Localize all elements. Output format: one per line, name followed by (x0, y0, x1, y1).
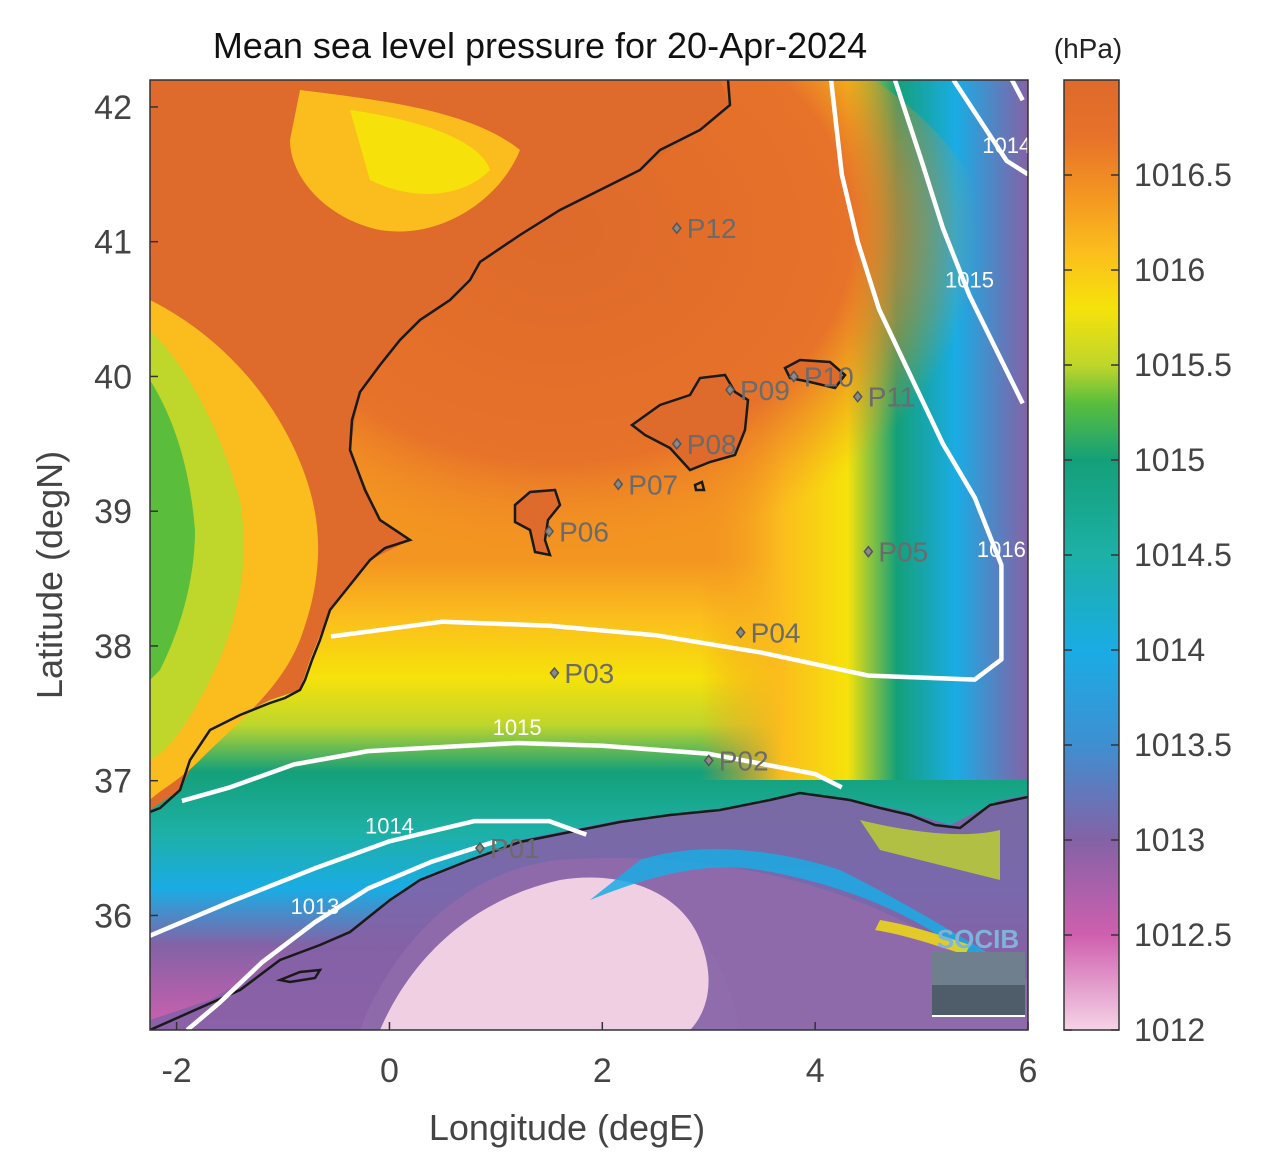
station-label: P11 (868, 382, 916, 413)
station-marker (725, 383, 735, 397)
station-marker (549, 666, 560, 680)
station-label: P10 (804, 361, 854, 392)
y-tick-label: 41 (94, 224, 132, 262)
station-label: P04 (751, 617, 801, 648)
colorbar-tick-label: 1016.5 (1134, 157, 1232, 193)
station-label: P02 (719, 745, 769, 776)
island-mallorca (632, 375, 748, 470)
contour-1014b (951, 80, 1028, 177)
station-marker (544, 525, 555, 538)
contour-label: 1014 (982, 133, 1031, 158)
colorbar-tick-label: 1014.5 (1134, 537, 1232, 573)
socib-logo: SOCIB (932, 924, 1025, 1017)
colorbar-tick-label: 1016 (1134, 252, 1205, 288)
station-marker (671, 437, 682, 451)
contour-1016 (330, 80, 1004, 682)
station-marker (852, 390, 863, 403)
contour-label: 1015 (493, 715, 542, 740)
island-menorca (785, 360, 845, 388)
station-label: P01 (490, 833, 540, 864)
y-axis-label: Latitude (degN) (29, 451, 70, 699)
y-tick-label: 38 (94, 628, 132, 666)
station-label: P05 (878, 537, 928, 568)
y-tick-label: 42 (94, 89, 132, 127)
island-ibiza (515, 490, 560, 555)
contour-1013b (1010, 80, 1025, 102)
station-marker (474, 841, 485, 855)
x-axis-ticks: -2 0 2 4 6 (161, 1022, 1037, 1090)
x-tick-label: 6 (1019, 1052, 1038, 1090)
x-tick-label: -2 (161, 1052, 191, 1090)
station-marker (788, 370, 799, 383)
x-tick-label: 4 (806, 1052, 825, 1090)
colorbar-tick-label: 1012 (1134, 1012, 1205, 1048)
y-tick-label: 36 (94, 897, 132, 935)
colorbar-tick-label: 1014 (1134, 632, 1205, 668)
y-tick-label: 39 (94, 493, 132, 531)
x-tick-label: 2 (593, 1052, 612, 1090)
station-label: P06 (559, 516, 609, 547)
station-label: P12 (687, 213, 737, 244)
colorbar-tick-label: 1013.5 (1134, 727, 1232, 763)
coastlines (150, 80, 1028, 1030)
colorbar-unit: (hPa) (1054, 33, 1122, 64)
contour-1014 (150, 818, 588, 938)
plot-frame (149, 79, 1029, 1031)
contour-label: 1015 (945, 268, 994, 293)
x-axis-label: Longitude (degE) (429, 1107, 705, 1148)
y-tick-label: 40 (94, 358, 132, 396)
station-marker (613, 478, 624, 491)
colorbar-tick-label: 1015.5 (1134, 347, 1232, 383)
station-label: P07 (628, 469, 678, 500)
contour-1013 (185, 839, 497, 1030)
station-marker (863, 545, 874, 558)
chart-title: Mean sea level pressure for 20-Apr-2024 (213, 25, 867, 66)
logo-text: SOCIB (937, 924, 1019, 954)
station-marker (735, 626, 746, 639)
pressure-field: 1016 1015 1015 1014 1014 1013 (150, 80, 1031, 1030)
station-marker (671, 222, 682, 235)
contour-label: 1016 (977, 537, 1026, 562)
colorbar-tick-label: 1015 (1134, 442, 1205, 478)
contour-lines: 1016 1015 1015 1014 1014 1013 (150, 80, 1031, 1030)
y-tick-label: 37 (94, 763, 132, 801)
contour-label: 1013 (290, 894, 339, 919)
colorbar (1063, 79, 1120, 1031)
colorbar-tick-label: 1013 (1134, 822, 1205, 858)
station-label: P08 (687, 429, 737, 460)
station-marker (703, 754, 714, 767)
contour-1015b (892, 80, 1025, 405)
colorbar-tick-label: 1012.5 (1134, 917, 1232, 953)
station-label: P03 (564, 658, 614, 689)
x-tick-label: 0 (380, 1052, 399, 1090)
colorbar-ticks: 1016.5 1016 1015.5 1015 1014.5 1014 1013.5 1013… (1064, 157, 1232, 1048)
y-axis-ticks: 36 37 38 39 40 41 42 (94, 89, 158, 935)
station-label: P09 (740, 375, 790, 406)
contour-label: 1014 (365, 813, 414, 838)
contour-1015 (181, 740, 843, 804)
